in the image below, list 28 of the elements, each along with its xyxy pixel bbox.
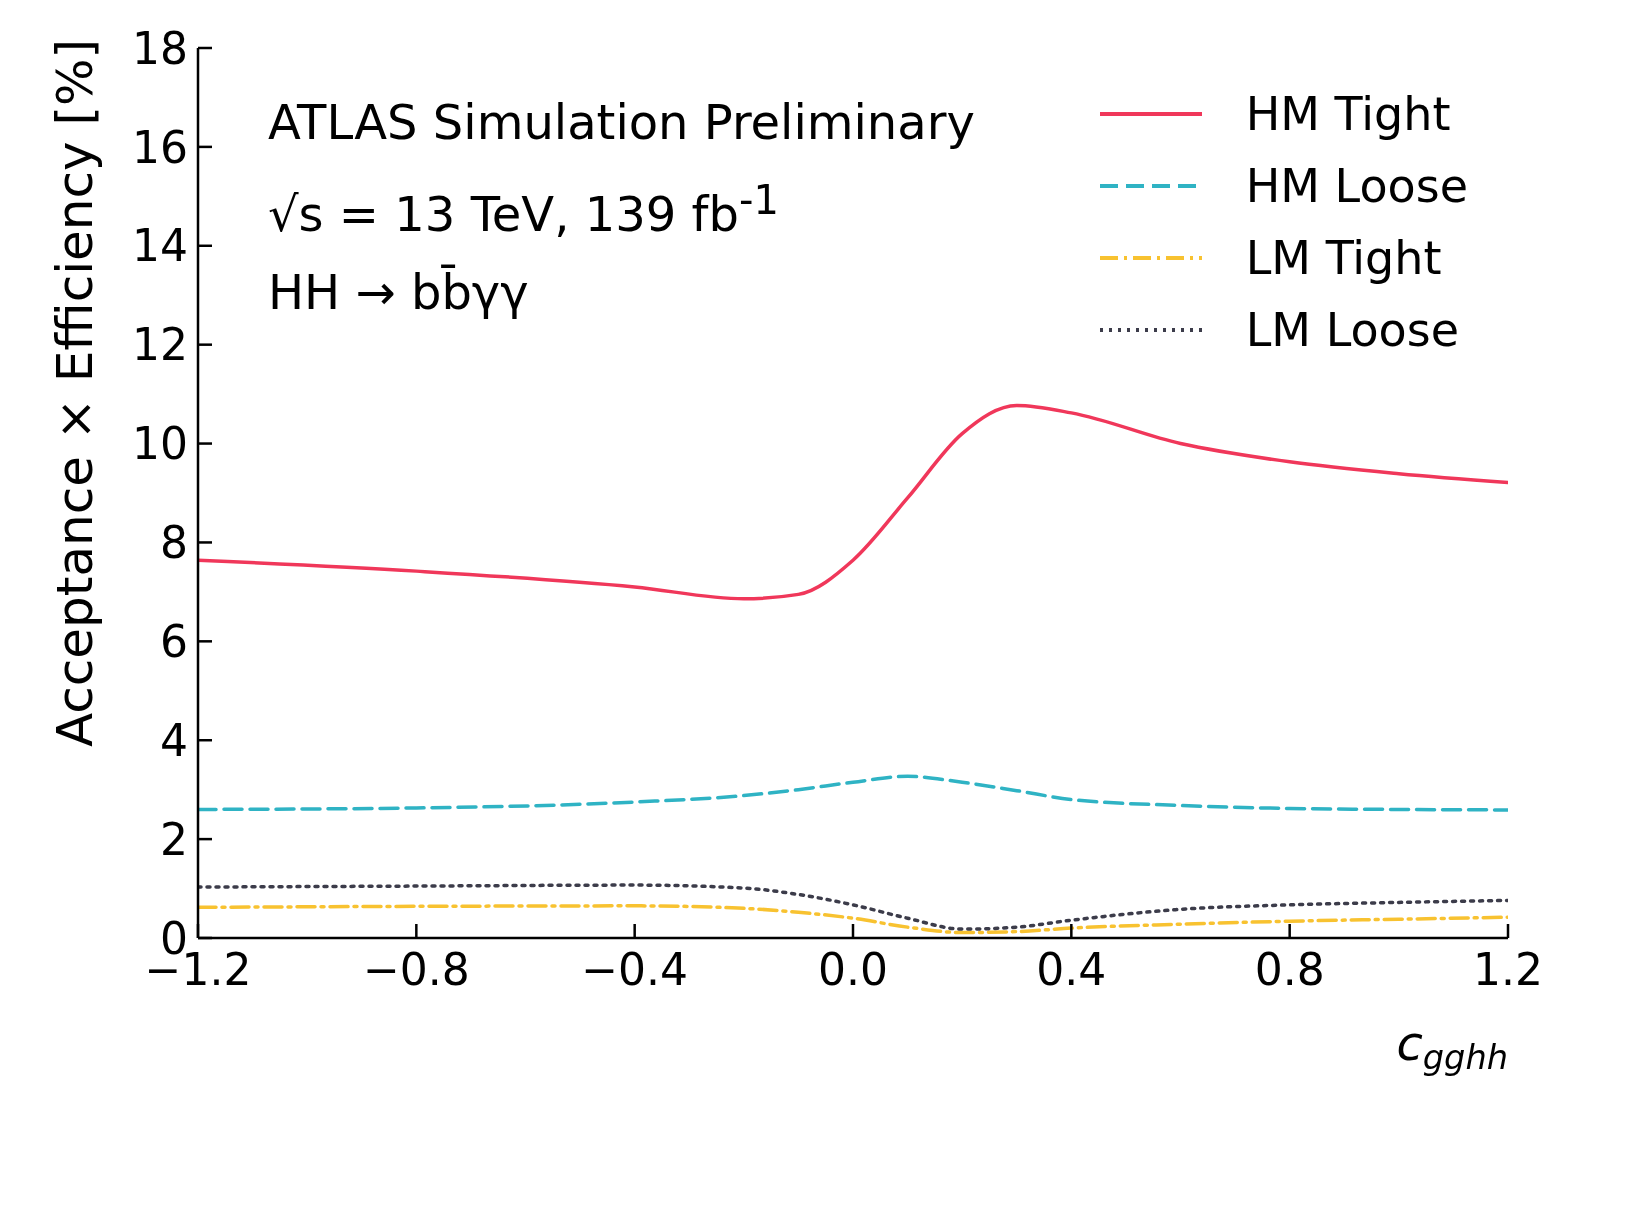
line-series <box>198 774 1508 812</box>
y-tick-label: 16 <box>132 121 188 173</box>
x-tick-label: 0.8 <box>1254 944 1325 996</box>
y-tick-label: 8 <box>160 517 188 569</box>
y-tick-label: 12 <box>132 319 188 371</box>
annotation: √s = 13 TeV, 139 fb$^{-1}$ <box>268 176 780 244</box>
legend-label: LM Loose <box>1245 303 1460 357</box>
x-tick-label: 0.0 <box>818 944 888 996</box>
annotation: ATLAS Simulation Preliminary <box>268 93 975 152</box>
y-tick-label: 2 <box>160 813 188 865</box>
legend-label: HM Tight <box>1245 87 1451 141</box>
x-axis-title: c$_{gghh}$ <box>1396 1015 1508 1077</box>
annotation: HH → bb̄γγ <box>268 263 530 322</box>
x-tick-label: 0.4 <box>1036 944 1107 996</box>
x-tick-label: −0.8 <box>362 944 470 996</box>
line-series <box>198 403 1508 601</box>
x-tick-label: 1.2 <box>1473 944 1543 996</box>
y-tick-label: 18 <box>132 22 188 74</box>
legend-label: HM Loose <box>1245 159 1468 213</box>
x-tick-label: −0.4 <box>581 944 689 996</box>
line-series <box>198 904 1508 935</box>
legend-label: LM Tight <box>1245 231 1442 285</box>
y-tick-label: 14 <box>132 220 188 272</box>
y-axis-title: Acceptance × Efficiency [%] <box>45 39 104 747</box>
line-series <box>198 883 1508 931</box>
y-tick-label: 6 <box>160 615 188 667</box>
y-tick-label: 4 <box>160 714 188 766</box>
y-tick-label: 10 <box>132 418 188 470</box>
